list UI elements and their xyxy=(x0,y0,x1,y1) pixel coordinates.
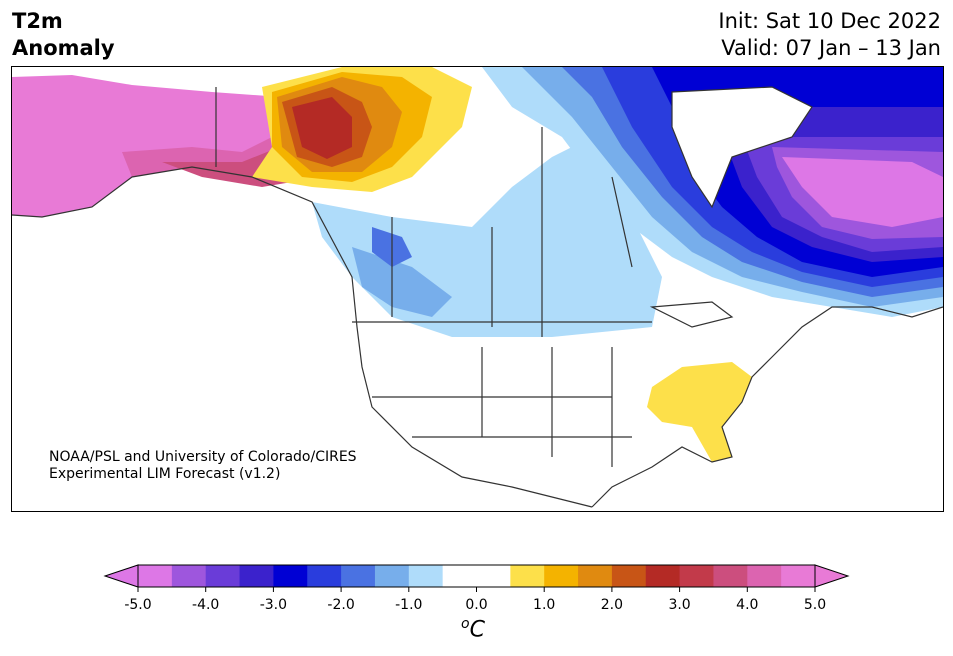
credit-text: NOAA/PSL and University of Colorado/CIRE… xyxy=(49,449,357,483)
credit-line-1: NOAA/PSL and University of Colorado/CIRE… xyxy=(49,449,357,465)
colorbar-cell xyxy=(510,565,545,587)
colorbar-over-arrow xyxy=(814,564,850,588)
colorbar-tick-label: 2.0 xyxy=(600,597,624,613)
colorbar-cell xyxy=(544,565,579,587)
colorbar-cell xyxy=(747,565,782,587)
colorbar-tick-label: -5.0 xyxy=(124,597,152,613)
colorbar-cell xyxy=(781,565,816,587)
colorbar-cell xyxy=(138,565,173,587)
colorbar-cell xyxy=(713,565,748,587)
alaska-warm-anomaly xyxy=(12,75,322,217)
colorbar-tick-label: -1.0 xyxy=(395,597,423,613)
colorbar-tick-label: 0.0 xyxy=(465,597,488,613)
unit-label: oC xyxy=(461,616,485,642)
colorbar-cell xyxy=(476,565,511,587)
degree-symbol: o xyxy=(461,616,470,632)
colorbar-tick-label: 3.0 xyxy=(668,597,691,613)
colorbar-cell xyxy=(645,565,681,587)
forecast-dates: Init: Sat 10 Dec 2022 Valid: 07 Jan – 13… xyxy=(718,8,941,62)
colorbar-tick-label: 5.0 xyxy=(803,597,827,613)
anomaly-label: Anomaly xyxy=(12,36,115,60)
colorbar-cell xyxy=(307,565,342,587)
colorbar-cells xyxy=(103,564,850,592)
credit-line-2: Experimental LIM Forecast (v1.2) xyxy=(49,466,281,482)
colorbar-cell xyxy=(578,565,613,587)
colorbar-tick-label: -4.0 xyxy=(192,597,220,613)
colorbar-cell xyxy=(374,565,410,587)
colorbar-cell xyxy=(273,565,308,587)
colorbar-cell xyxy=(171,565,207,587)
colorbar-cell xyxy=(239,565,274,587)
colorbar-cell xyxy=(341,565,376,587)
colorbar-under-arrow xyxy=(103,564,139,588)
chart-title: T2m Anomaly xyxy=(12,8,115,62)
colorbar-tick-label: 4.0 xyxy=(736,597,759,613)
colorbar-cell xyxy=(679,565,714,587)
colorbar xyxy=(103,564,850,592)
colorbar-cell xyxy=(408,565,444,587)
colorbar-cell xyxy=(205,565,241,587)
init-date-label: Init: Sat 10 Dec 2022 xyxy=(718,9,941,33)
anomaly-map xyxy=(12,67,943,508)
valid-date-label: Valid: 07 Jan – 13 Jan xyxy=(721,36,941,60)
map-outlines xyxy=(12,86,943,508)
southeast-warm-anomaly xyxy=(647,362,752,462)
colorbar-tick-label: 1.0 xyxy=(533,597,556,613)
colorbar-cell xyxy=(442,565,477,587)
variable-label: T2m xyxy=(12,9,63,33)
colorbar-cell xyxy=(611,565,647,587)
colorbar-tick-label: -3.0 xyxy=(259,597,288,613)
colorbar-tick-label: -2.0 xyxy=(327,597,355,613)
map-panel xyxy=(11,66,944,512)
unit-letter: C xyxy=(469,617,485,643)
